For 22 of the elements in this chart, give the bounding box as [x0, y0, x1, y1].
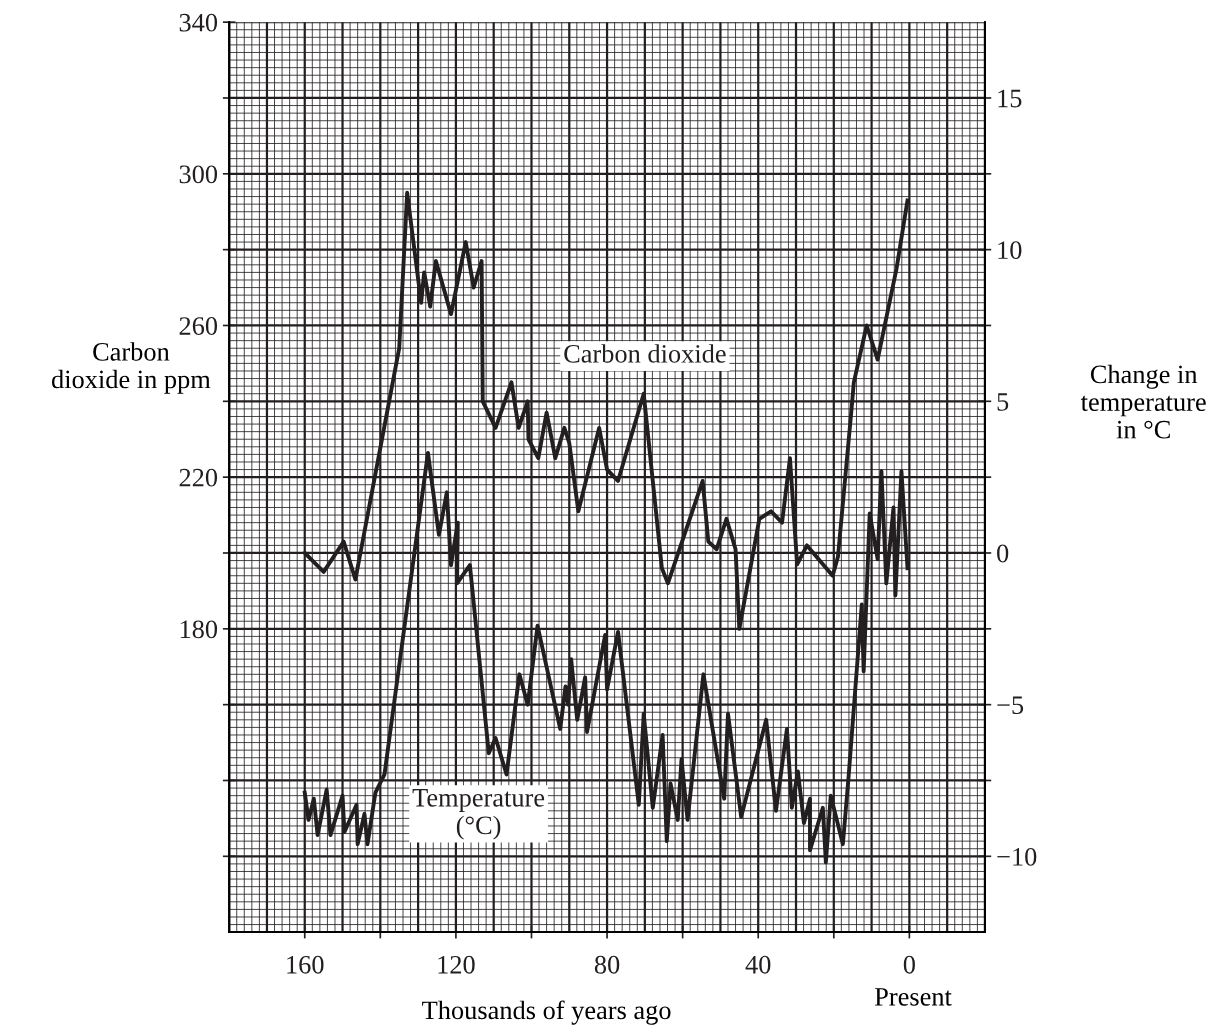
y-tick-label: 300 [179, 165, 218, 184]
x-tick-label: 80 [594, 955, 620, 974]
y-tick-label: 180 [180, 620, 218, 639]
y2-tick-label: −5 [997, 696, 1024, 715]
series-label: Temperature (°C) [412, 789, 545, 840]
y2-tick-label: −10 [997, 847, 1037, 866]
x-tick-label: 120 [438, 955, 475, 974]
y-tick-label: 260 [179, 317, 218, 335]
x-tick-label: 0 [903, 955, 915, 974]
series-label: Carbon dioxide [564, 344, 726, 363]
y-tick-label: 340 [179, 13, 218, 32]
y2-axis-title: Change in temperature in °C [1080, 364, 1206, 439]
y2-tick-label: 15 [998, 89, 1022, 108]
y2-tick-label: 0 [997, 544, 1009, 563]
x-tick-label: 40 [745, 955, 771, 974]
text: Present [874, 988, 952, 1006]
x-tick-label: 160 [287, 955, 324, 974]
y2-tick-label: 5 [997, 393, 1009, 411]
y-tick-label: 220 [179, 468, 218, 487]
x-axis-title: Thousands of years ago [422, 1000, 671, 1025]
y-axis-title: Carbon dioxide in ppm [51, 342, 211, 394]
y2-tick-label: 10 [998, 241, 1022, 260]
